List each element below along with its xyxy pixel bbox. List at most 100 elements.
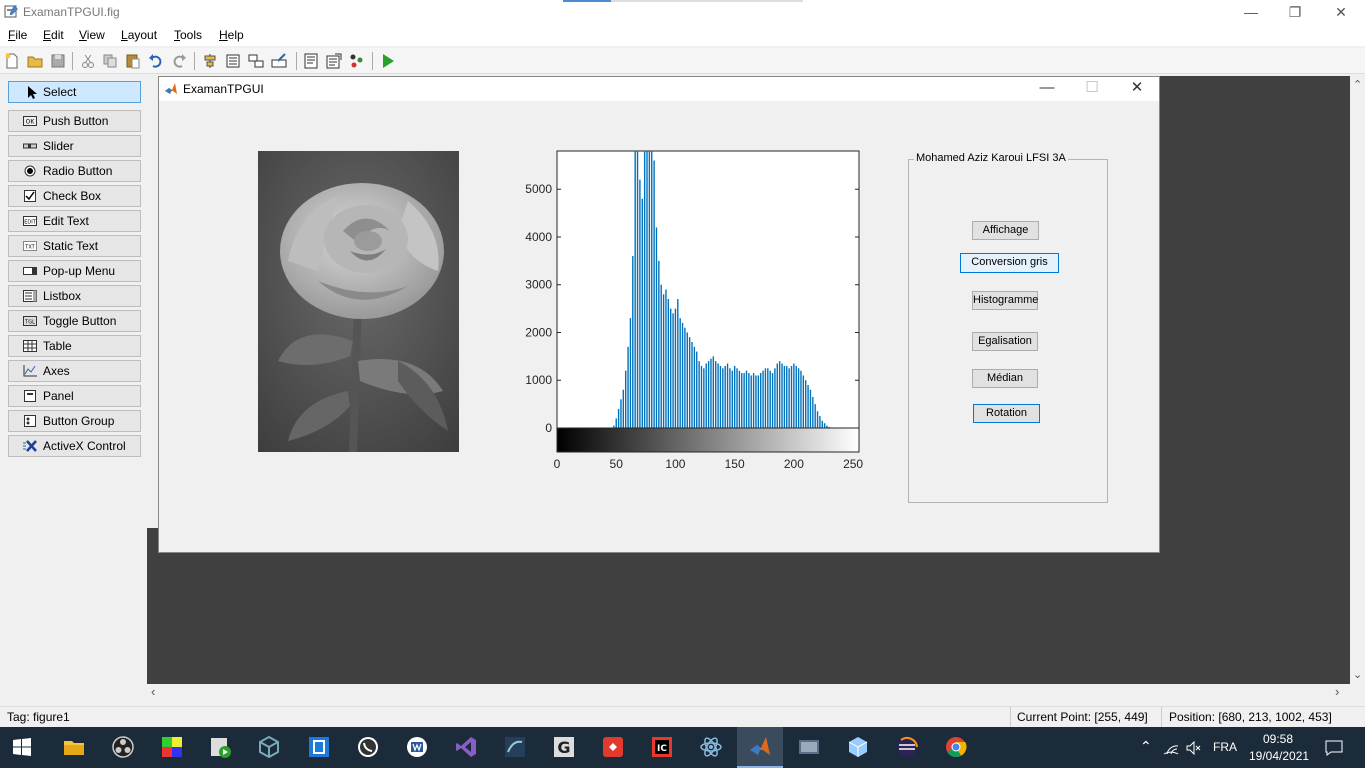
- object-browser-icon[interactable]: [348, 52, 366, 70]
- color-app-icon[interactable]: [160, 735, 184, 759]
- palette-item-push-button[interactable]: OK Push Button: [8, 110, 141, 132]
- histogram-bar: [771, 373, 774, 428]
- menu-editor-icon[interactable]: [224, 52, 242, 70]
- x-tick-label: 200: [784, 457, 804, 471]
- cut-icon[interactable]: [79, 52, 97, 70]
- palette-item-select[interactable]: Select: [8, 81, 141, 103]
- whatsapp-icon[interactable]: [356, 735, 380, 759]
- menu-file[interactable]: File: [8, 28, 28, 42]
- intellij-icon[interactable]: IC: [650, 735, 674, 759]
- palette-item-table[interactable]: Table: [8, 335, 141, 357]
- matlab-taskbar-icon[interactable]: [748, 735, 772, 759]
- eclipse-icon[interactable]: [895, 735, 919, 759]
- histogram-bar: [814, 404, 816, 428]
- histogram-bar: [748, 373, 750, 428]
- toolbar-editor-icon[interactable]: [270, 52, 288, 70]
- rotation-button[interactable]: Rotation: [973, 404, 1040, 423]
- vertical-scrollbar[interactable]: ⌃ ⌄: [1350, 76, 1365, 684]
- scroll-down-icon[interactable]: ⌄: [1353, 669, 1363, 681]
- chrome-icon[interactable]: [944, 735, 968, 759]
- wifi-icon[interactable]: [1163, 740, 1179, 756]
- clock-time[interactable]: 09:58: [1263, 732, 1294, 746]
- scroll-left-icon[interactable]: ‹: [151, 684, 156, 699]
- palette-item-toggle-button[interactable]: TGL Toggle Button: [8, 310, 141, 332]
- editor-icon[interactable]: [302, 52, 320, 70]
- virtualbox-icon[interactable]: [257, 735, 281, 759]
- svg-text:G: G: [557, 738, 570, 757]
- undo-icon[interactable]: [147, 52, 165, 70]
- svg-text:TGL: TGL: [24, 320, 35, 326]
- affichage-button[interactable]: Affichage: [972, 221, 1039, 240]
- visual-studio-icon[interactable]: [454, 735, 478, 759]
- figure-maximize-button[interactable]: ☐: [1085, 79, 1099, 96]
- windows-start-icon[interactable]: [12, 737, 32, 757]
- tab-order-editor-icon[interactable]: [247, 52, 265, 70]
- histogram-bar: [750, 375, 752, 428]
- scroll-right-icon[interactable]: ›: [1335, 684, 1340, 699]
- video-app-icon[interactable]: [208, 735, 232, 759]
- volume-muted-icon[interactable]: [1186, 740, 1202, 756]
- svg-text:EDIT: EDIT: [24, 220, 36, 226]
- menu-tools[interactable]: Tools: [174, 28, 203, 42]
- menu-view[interactable]: View: [79, 28, 105, 42]
- figure-close-button[interactable]: ✕: [1130, 79, 1144, 96]
- palette-item-edit-text[interactable]: EDIT Edit Text: [8, 210, 141, 232]
- obs-icon[interactable]: [111, 735, 135, 759]
- palette-item-listbox[interactable]: Listbox: [8, 285, 141, 307]
- word-icon[interactable]: [405, 735, 429, 759]
- histogram-bar: [696, 351, 698, 428]
- median-button[interactable]: Médian: [972, 369, 1038, 388]
- conversion-gris-button[interactable]: Conversion gris: [960, 253, 1059, 273]
- notepad-app-icon[interactable]: [307, 735, 331, 759]
- status-bar: Tag: figure1 Current Point: [255, 449] P…: [0, 706, 1365, 728]
- histogram-bar: [641, 198, 643, 428]
- close-button[interactable]: ✕: [1335, 4, 1347, 20]
- figure-window[interactable]: ExamanTPGUI — ☐ ✕: [158, 76, 1160, 553]
- histogram-bar: [660, 284, 662, 428]
- notifications-icon[interactable]: [1325, 739, 1343, 757]
- sql-app-icon[interactable]: [797, 735, 821, 759]
- palette-item-radio-button[interactable]: Radio Button: [8, 160, 141, 182]
- menu-edit[interactable]: Edit: [43, 28, 64, 42]
- y-tick-label: 5000: [525, 182, 552, 196]
- palette-item-panel[interactable]: Panel: [8, 385, 141, 407]
- align-objects-icon[interactable]: [201, 52, 219, 70]
- language-indicator[interactable]: FRA: [1213, 740, 1237, 754]
- save-icon[interactable]: [49, 52, 67, 70]
- palette-item-button-group[interactable]: Button Group: [8, 410, 141, 432]
- clock-date[interactable]: 19/04/2021: [1249, 749, 1310, 763]
- palette-item-static-text[interactable]: TXT Static Text: [8, 235, 141, 257]
- figure-minimize-button[interactable]: —: [1039, 79, 1055, 96]
- histogram-bar: [790, 365, 793, 428]
- mysql-workbench-icon[interactable]: [503, 735, 527, 759]
- paste-icon[interactable]: [124, 52, 142, 70]
- open-folder-icon[interactable]: [26, 52, 44, 70]
- histogramme-button[interactable]: Histogramme: [972, 291, 1038, 310]
- egalisation-button[interactable]: Egalisation: [972, 332, 1038, 351]
- git-icon[interactable]: [601, 735, 625, 759]
- restore-button[interactable]: ❐: [1288, 4, 1302, 20]
- palette-item-check-box[interactable]: Check Box: [8, 185, 141, 207]
- new-file-icon[interactable]: [3, 52, 21, 70]
- histogram-bar: [655, 227, 658, 428]
- palette-item-popup-menu[interactable]: Pop-up Menu: [8, 260, 141, 282]
- palette-item-activex[interactable]: ActiveX Control: [8, 435, 141, 457]
- palette-item-axes[interactable]: Axes: [8, 360, 141, 382]
- property-inspector-icon[interactable]: [325, 52, 343, 70]
- histogram-bar: [736, 368, 738, 428]
- g-app-icon[interactable]: G: [552, 735, 576, 759]
- palette-item-slider[interactable]: Slider: [8, 135, 141, 157]
- atom-icon[interactable]: [699, 735, 723, 759]
- copy-icon[interactable]: [101, 52, 119, 70]
- minimize-button[interactable]: —: [1244, 4, 1258, 20]
- redo-icon[interactable]: [170, 52, 188, 70]
- run-icon[interactable]: [379, 52, 397, 70]
- menu-help[interactable]: Help: [219, 28, 244, 42]
- histogram-bar: [776, 363, 778, 428]
- show-hidden-icons[interactable]: ⌃: [1140, 738, 1152, 754]
- scroll-up-icon[interactable]: ⌃: [1353, 79, 1363, 91]
- cube-app-icon[interactable]: [846, 735, 870, 759]
- horizontal-scrollbar[interactable]: ‹ ›: [147, 684, 1350, 700]
- file-explorer-icon[interactable]: [62, 735, 86, 759]
- menu-layout[interactable]: Layout: [121, 28, 158, 42]
